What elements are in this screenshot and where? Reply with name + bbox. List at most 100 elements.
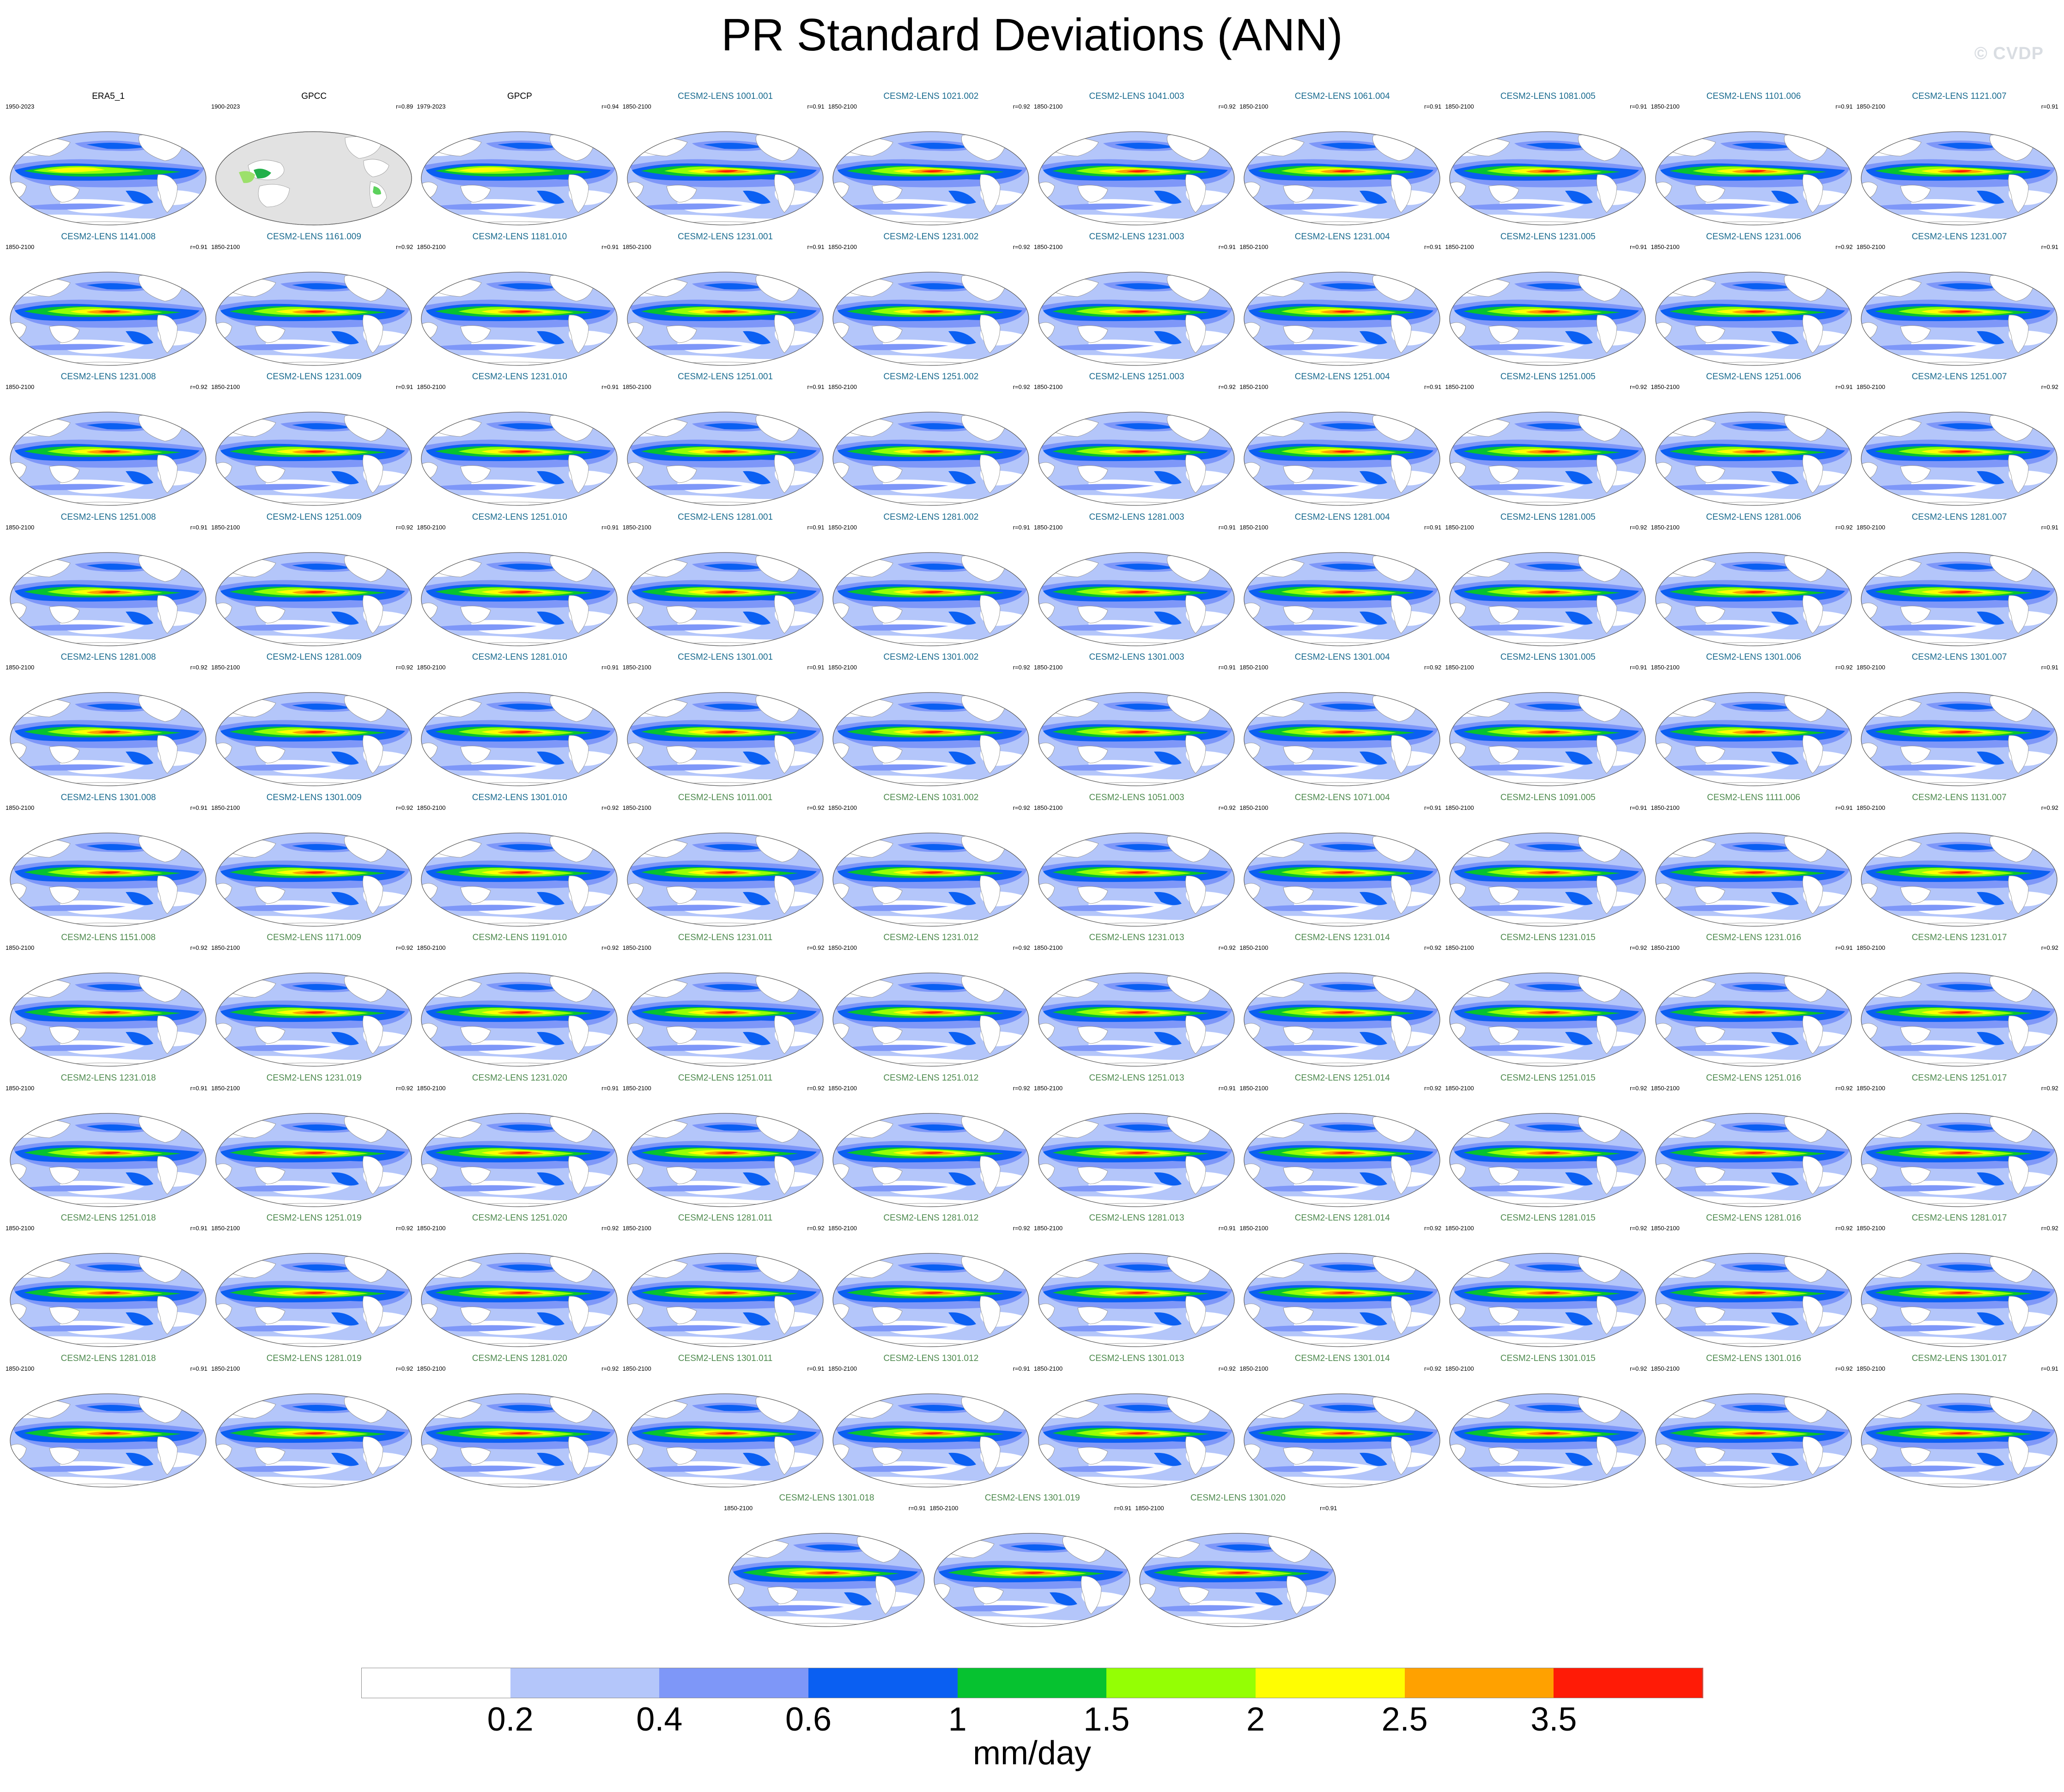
panel-title: CESM2-LENS 1281.020: [472, 1353, 567, 1363]
map-panel: CESM2-LENS 1231.005 1850-2100 r=0.91: [1445, 232, 1651, 371]
panel-correlation: r=0.92: [395, 523, 413, 531]
panel-correlation: r=0.91: [1013, 523, 1030, 531]
panel-correlation: r=0.91: [601, 664, 619, 671]
panel-years: 1850-2100: [417, 1225, 446, 1232]
panel-title: CESM2-LENS 1071.004: [1294, 792, 1390, 802]
map-panel: CESM2-LENS 1231.011 1850-2100 r=0.92: [623, 933, 828, 1071]
map-panel: CESM2-LENS 1301.001 1850-2100 r=0.91: [623, 652, 828, 791]
precip-std-map: [626, 131, 824, 225]
panel-correlation: r=0.92: [1013, 1225, 1030, 1232]
panel-correlation: r=0.92: [807, 1084, 825, 1092]
precip-std-map: [832, 552, 1029, 646]
map-panel: CESM2-LENS 1161.009 1850-2100 r=0.92: [211, 232, 417, 371]
map-panel: CESM2-LENS 1121.007 1850-2100 r=0.91: [1857, 91, 2062, 230]
panel-correlation: r=0.91: [807, 664, 825, 671]
map-panel: CESM2-LENS 1171.009 1850-2100 r=0.92: [211, 933, 417, 1071]
panel-title: CESM2-LENS 1281.004: [1294, 512, 1390, 522]
panel-correlation: r=0.92: [1013, 664, 1030, 671]
panel-years: 1850-2100: [211, 1225, 240, 1232]
colorbar-swatch: [1404, 1668, 1554, 1698]
colorbar-swatch: [659, 1668, 809, 1698]
map-panel: CESM2-LENS 1101.006 1850-2100 r=0.91: [1651, 91, 1857, 230]
precip-std-map: [1244, 131, 1440, 225]
panel-title: CESM2-LENS 1301.012: [883, 1353, 979, 1363]
map-panel: CESM2-LENS 1281.017 1850-2100 r=0.92: [1857, 1213, 2062, 1352]
colorbar-tick-label: 0.2: [487, 1701, 534, 1738]
panel-correlation: r=0.91: [2041, 523, 2058, 531]
panel-correlation: r=0.91: [2041, 243, 2058, 250]
panel-title: CESM2-LENS 1231.009: [266, 372, 362, 382]
precip-std-map: [626, 1393, 824, 1488]
panel-title: CESM2-LENS 1231.019: [266, 1073, 362, 1083]
panel-correlation: r=0.91: [807, 243, 825, 250]
panel-title: CESM2-LENS 1091.005: [1500, 792, 1596, 802]
precip-std-map: [1449, 1393, 1646, 1488]
precip-std-map: [1244, 832, 1440, 927]
precip-std-map: [1861, 1112, 2058, 1207]
precip-std-map: [1038, 832, 1235, 927]
panel-years: 1850-2100: [1445, 664, 1474, 671]
panel-title: CESM2-LENS 1281.012: [883, 1213, 979, 1223]
map-panel: CESM2-LENS 1251.014 1850-2100 r=0.92: [1239, 1073, 1445, 1212]
precip-std-map: [1655, 972, 1852, 1067]
panel-correlation: r=0.92: [395, 1225, 413, 1232]
precip-std-map: [215, 131, 412, 225]
panel-correlation: r=0.92: [1424, 1225, 1442, 1232]
map-panel: GPCC 1900-2023 r=0.89: [211, 91, 417, 230]
map-panel: CESM2-LENS 1081.005 1850-2100 r=0.91: [1445, 91, 1651, 230]
map-panel: CESM2-LENS 1301.007 1850-2100 r=0.91: [1857, 652, 2062, 791]
panel-correlation: r=0.92: [1013, 1084, 1030, 1092]
panel-years: 1850-2100: [1856, 1225, 1885, 1232]
map-panel: CESM2-LENS 1281.016 1850-2100 r=0.92: [1651, 1213, 1857, 1352]
map-panel: CESM2-LENS 1231.017 1850-2100 r=0.92: [1857, 933, 2062, 1071]
colorbar-swatch: [510, 1668, 660, 1698]
panel-correlation: r=0.92: [1013, 804, 1030, 811]
panel-correlation: r=0.92: [1218, 1365, 1236, 1372]
panel-title: CESM2-LENS 1301.015: [1500, 1353, 1596, 1363]
panel-title: CESM2-LENS 1301.006: [1706, 652, 1802, 662]
panel-years: 1850-2100: [622, 1225, 651, 1232]
panel-correlation: r=0.91: [190, 1084, 207, 1092]
panel-correlation: r=0.91: [601, 1084, 619, 1092]
panel-correlation: r=0.92: [1013, 103, 1030, 110]
panel-years: 1850-2100: [6, 523, 35, 531]
panel-correlation: r=0.91: [601, 243, 619, 250]
map-panel: CESM2-LENS 1231.006 1850-2100 r=0.92: [1651, 232, 1857, 371]
panel-years: 1850-2100: [1239, 523, 1269, 531]
panel-years: 1850-2100: [622, 1084, 651, 1092]
panel-title: CESM2-LENS 1301.005: [1500, 652, 1596, 662]
map-panel: CESM2-LENS 1251.008 1850-2100 r=0.91: [6, 512, 211, 651]
panel-correlation: r=0.92: [1835, 1225, 1853, 1232]
colorbar-swatch: [1554, 1668, 1703, 1698]
panel-correlation: r=0.92: [1424, 1084, 1442, 1092]
panel-correlation: r=0.91: [1424, 243, 1442, 250]
map-panel: CESM2-LENS 1281.020 1850-2100 r=0.92: [417, 1354, 622, 1492]
precip-std-map: [1449, 1112, 1646, 1207]
panel-correlation: r=0.91: [807, 523, 825, 531]
precip-std-map: [1449, 412, 1646, 506]
panel-correlation: r=0.94: [601, 103, 619, 110]
panel-years: 1850-2100: [1034, 1225, 1063, 1232]
map-panel: CESM2-LENS 1251.002 1850-2100 r=0.92: [828, 372, 1034, 510]
panel-title: CESM2-LENS 1231.004: [1294, 231, 1390, 242]
map-panel: CESM2-LENS 1231.008 1850-2100 r=0.92: [6, 372, 211, 510]
precip-std-map: [421, 832, 618, 927]
precip-std-map: [1244, 552, 1440, 646]
map-panel: CESM2-LENS 1231.019 1850-2100 r=0.92: [211, 1073, 417, 1212]
panel-years: 1850-2100: [211, 664, 240, 671]
panel-title: CESM2-LENS 1301.013: [1089, 1353, 1184, 1363]
panel-years: 1850-2100: [6, 1225, 35, 1232]
panel-years: 1850-2100: [417, 1084, 446, 1092]
panel-years: 1850-2100: [828, 944, 857, 951]
precip-std-map: [1861, 972, 2058, 1067]
precip-std-map: [10, 1112, 206, 1207]
panel-title: CESM2-LENS 1301.003: [1089, 652, 1184, 662]
panel-years: 1850-2100: [724, 1505, 753, 1512]
panel-title: CESM2-LENS 1281.003: [1089, 512, 1184, 522]
panel-correlation: r=0.91: [190, 523, 207, 531]
panel-correlation: r=0.91: [908, 1505, 926, 1512]
precip-std-map: [1244, 692, 1440, 786]
map-panel: CESM2-LENS 1251.020 1850-2100 r=0.92: [417, 1213, 622, 1352]
map-panel: CESM2-LENS 1281.010 1850-2100 r=0.91: [417, 652, 622, 791]
panel-years: 1900-2023: [211, 103, 240, 110]
